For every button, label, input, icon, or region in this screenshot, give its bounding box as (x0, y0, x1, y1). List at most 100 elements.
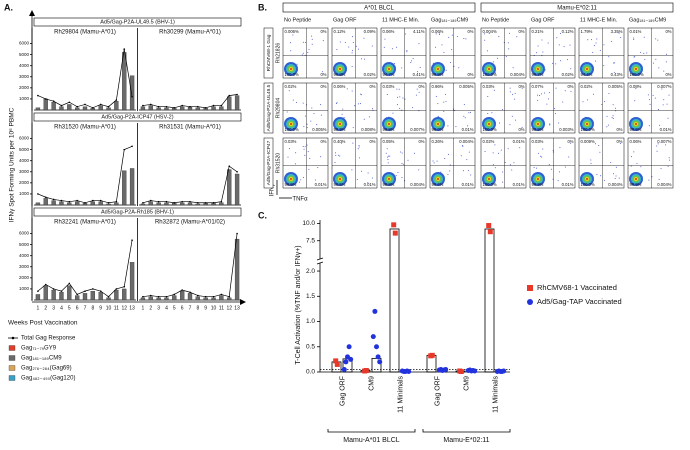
data-point (370, 334, 376, 340)
row-group-label: RhCMV68-1 Gag (266, 34, 272, 71)
flow-event (311, 107, 313, 109)
flow-event (533, 166, 535, 168)
quadrant-value: 0.02% (581, 84, 593, 89)
flow-event (669, 159, 671, 161)
flow-event (445, 69, 447, 71)
quadrant-value: 4.11% (413, 29, 425, 34)
flow-event (509, 32, 511, 34)
flow-event (507, 148, 509, 150)
quadrant-value: 0.21% (532, 29, 544, 34)
mean-bar (484, 228, 495, 373)
flow-event (484, 33, 486, 35)
bar (75, 295, 80, 301)
flow-event (484, 39, 486, 41)
data-point (487, 229, 493, 235)
flow-event (658, 67, 660, 69)
flow-event (655, 58, 657, 60)
quadrant-value: 0.03% (532, 139, 544, 144)
flow-event (346, 88, 348, 90)
bar (75, 201, 80, 206)
legend-marker (11, 336, 15, 340)
quadrant-value: 0.01% (513, 139, 525, 144)
flow-event (385, 152, 387, 154)
flow-event (352, 36, 354, 38)
flow-event (599, 151, 601, 153)
legend-label: Gag₁₈₁₋₁₈₉CM9 (21, 356, 62, 362)
flow-event (391, 48, 393, 50)
bar (67, 285, 72, 301)
flow-event (402, 97, 404, 99)
quadrant-value: 0.007% (657, 84, 671, 89)
line-marker (68, 282, 71, 285)
quadrant-value: 0.02% (562, 72, 574, 77)
group-box (33, 207, 242, 217)
flow-event (467, 125, 469, 127)
flow-event (435, 95, 437, 97)
flow-event (405, 33, 407, 35)
flow-density (388, 178, 390, 180)
x-tick-label: 6 (181, 305, 184, 311)
flow-event (432, 62, 434, 64)
line-marker (123, 285, 126, 288)
flow-event (418, 43, 420, 45)
x-tick-label: 12 (121, 305, 127, 311)
flow-density (388, 123, 390, 125)
flow-event (406, 51, 408, 53)
flow-event (464, 117, 466, 119)
flow-event (542, 148, 544, 150)
flow-event (562, 101, 564, 103)
flow-event (596, 38, 598, 40)
flow-event (467, 170, 469, 172)
x-tick-label: 13 (129, 305, 135, 311)
flow-event (465, 38, 467, 40)
flow-event (667, 165, 669, 167)
quadrant-value: 100.0% (483, 182, 497, 187)
y-tick-label: 3000 (19, 74, 30, 79)
quadrant-value: 0.003% (559, 127, 573, 132)
quadrant-value: 0.007% (657, 139, 671, 144)
flow-event (439, 33, 441, 35)
bar (59, 201, 64, 206)
flow-event (660, 167, 662, 169)
quadrant-value: 0.02% (364, 72, 376, 77)
column-title: No Peptide (482, 17, 509, 23)
flow-event (292, 34, 294, 36)
x-tick-label: 7 (84, 305, 87, 311)
flow-event (649, 103, 651, 105)
flow-event (294, 163, 296, 165)
bar (122, 170, 127, 206)
flow-event (395, 175, 397, 177)
x-tick-label: 9 (99, 305, 102, 311)
x-tick-label: 8 (91, 305, 94, 311)
flow-event (352, 41, 354, 43)
flow-event (494, 72, 496, 74)
flow-event (339, 41, 341, 43)
flow-event (348, 46, 350, 48)
flow-event (436, 160, 438, 162)
flow-event (371, 177, 373, 179)
flow-event (507, 42, 509, 44)
mean-bar (389, 228, 400, 373)
line-marker (142, 104, 144, 107)
quadrant-value: 99.7% (532, 72, 544, 77)
x-axis-label: TNFα (292, 197, 308, 203)
axis-break (316, 257, 324, 261)
quadrant-value: 0.01% (513, 182, 525, 187)
bar (75, 107, 80, 111)
bar (148, 105, 153, 111)
flow-event (569, 44, 571, 46)
flow-event (341, 113, 343, 115)
y-tick-label: 1000 (19, 96, 30, 101)
flow-event (612, 104, 614, 106)
flow-event (412, 107, 414, 109)
legend-label: Ad5/Gag-TAP Vaccinated (537, 297, 622, 306)
quadrant-value: 0.004% (510, 72, 524, 77)
y-tick-label: 2.0 (306, 268, 315, 275)
quadrant-value: 0.12% (562, 29, 574, 34)
bar (98, 292, 103, 301)
flow-event (364, 58, 366, 60)
flow-event (339, 155, 341, 157)
flow-event (351, 66, 353, 68)
y-tick-label: 5000 (19, 52, 30, 57)
